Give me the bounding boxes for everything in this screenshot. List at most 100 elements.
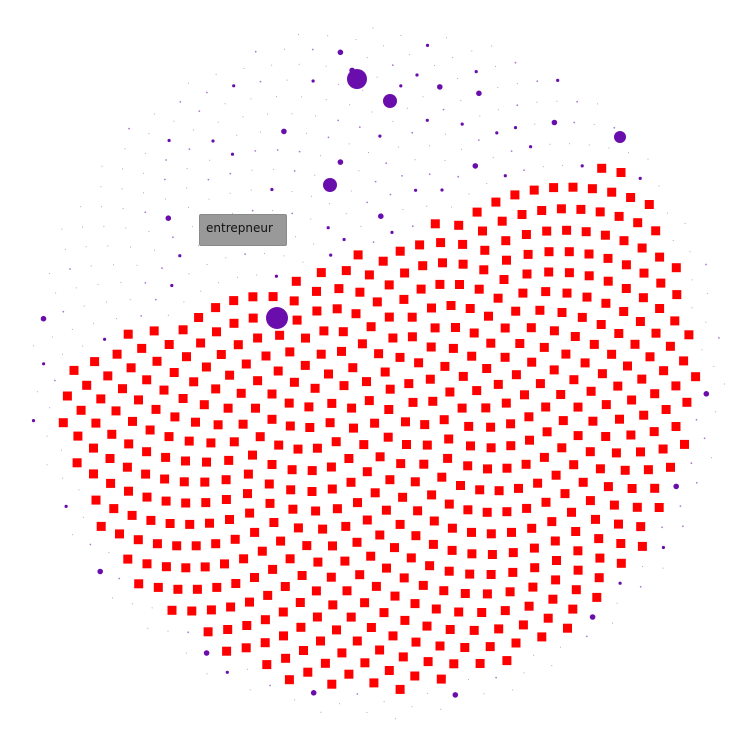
square-mark-1[interactable] (362, 377, 371, 387)
square-mark-529[interactable] (672, 290, 682, 300)
square-mark-325[interactable] (360, 598, 370, 608)
square-mark-433[interactable] (595, 207, 605, 217)
term-dot-28[interactable] (350, 190, 352, 192)
square-mark-15[interactable] (366, 322, 376, 332)
square-mark-336[interactable] (529, 543, 539, 553)
square-mark-44[interactable] (399, 294, 409, 304)
square-mark-139[interactable] (511, 370, 521, 380)
square-mark-475[interactable] (595, 553, 605, 563)
term-dot-317[interactable] (718, 337, 720, 339)
square-mark-286[interactable] (517, 210, 527, 219)
square-mark-517[interactable] (241, 643, 251, 653)
square-mark-32[interactable] (383, 432, 393, 442)
square-mark-123[interactable] (287, 465, 297, 475)
term-dot-194[interactable] (474, 70, 478, 74)
square-mark-249[interactable] (569, 375, 579, 385)
square-mark-222[interactable] (501, 236, 511, 246)
square-mark-99[interactable] (418, 261, 428, 271)
square-mark-528[interactable] (475, 659, 485, 668)
square-mark-346[interactable] (134, 395, 143, 405)
square-mark-192[interactable] (411, 531, 421, 541)
term-dot-259[interactable] (536, 80, 539, 83)
square-mark-132[interactable] (248, 313, 258, 323)
square-mark-478[interactable] (661, 405, 671, 414)
square-mark-331[interactable] (578, 477, 588, 487)
square-mark-208[interactable] (390, 543, 399, 553)
term-dot-186[interactable] (433, 65, 435, 66)
square-mark-232[interactable] (472, 207, 482, 217)
square-mark-453[interactable] (573, 565, 583, 575)
square-mark-290[interactable] (487, 550, 497, 559)
term-dot-289[interactable] (294, 699, 296, 701)
term-dot-115[interactable] (260, 131, 261, 133)
square-mark-91[interactable] (378, 256, 388, 266)
term-dot-111[interactable] (542, 166, 544, 168)
term-dot-284[interactable] (131, 603, 133, 605)
square-mark-162[interactable] (506, 441, 516, 451)
term-dot-92[interactable] (306, 132, 308, 134)
square-mark-299[interactable] (152, 356, 162, 366)
term-dot-27[interactable] (218, 282, 220, 284)
square-mark-468[interactable] (614, 211, 624, 221)
term-dot-228[interactable] (701, 349, 703, 351)
square-mark-489[interactable] (607, 187, 617, 197)
square-mark-259[interactable] (250, 527, 260, 537)
term-dot-204[interactable] (516, 83, 518, 85)
square-mark-284[interactable] (541, 497, 551, 507)
term-dot-286[interactable] (585, 635, 588, 638)
term-dot-257[interactable] (679, 505, 682, 507)
square-mark-368[interactable] (585, 496, 595, 506)
square-mark-306[interactable] (268, 564, 278, 574)
square-mark-16[interactable] (408, 397, 418, 407)
term-dot-51[interactable] (457, 175, 460, 178)
square-mark-479[interactable] (133, 535, 143, 545)
term-dot-154[interactable] (97, 283, 99, 285)
square-mark-279[interactable] (573, 431, 583, 441)
square-mark-98[interactable] (267, 414, 277, 424)
square-mark-343[interactable] (601, 298, 611, 308)
square-mark-472[interactable] (460, 643, 470, 652)
square-mark-149[interactable] (248, 292, 258, 302)
term-dot-19[interactable] (366, 201, 368, 204)
square-mark-4[interactable] (348, 363, 358, 373)
square-mark-497[interactable] (76, 405, 86, 415)
square-mark-364[interactable] (161, 496, 171, 506)
square-mark-333[interactable] (410, 599, 420, 609)
square-mark-422[interactable] (639, 410, 649, 420)
term-dot-161[interactable] (476, 90, 482, 97)
square-mark-206[interactable] (199, 400, 209, 410)
term-dot-302[interactable] (366, 712, 368, 713)
square-mark-190[interactable] (213, 420, 223, 430)
square-mark-458[interactable] (127, 510, 137, 520)
term-dot-281[interactable] (411, 706, 413, 708)
term-dot-114[interactable] (116, 318, 117, 320)
square-mark-181[interactable] (480, 245, 490, 255)
term-dot-79[interactable] (460, 148, 462, 150)
term-dot-133[interactable] (422, 96, 424, 98)
square-mark-415[interactable] (445, 625, 455, 634)
term-dot-89[interactable] (229, 172, 232, 175)
square-mark-241[interactable] (202, 457, 211, 467)
term-dot-200[interactable] (62, 310, 65, 313)
square-mark-312[interactable] (205, 518, 214, 528)
square-mark-268[interactable] (285, 554, 295, 564)
square-mark-546[interactable] (327, 679, 337, 689)
term-dot-67[interactable] (273, 168, 275, 170)
square-mark-169[interactable] (216, 350, 226, 359)
term-dot-173[interactable] (457, 78, 458, 79)
square-mark-148[interactable] (413, 506, 423, 516)
square-mark-431[interactable] (181, 563, 191, 573)
square-mark-12[interactable] (337, 346, 346, 356)
square-mark-379[interactable] (454, 607, 464, 617)
term-dot-42[interactable] (206, 264, 208, 265)
term-dot-120[interactable] (442, 108, 445, 111)
term-dot-248[interactable] (148, 133, 150, 135)
square-mark-524[interactable] (626, 193, 636, 202)
square-mark-393[interactable] (422, 621, 432, 631)
square-mark-137[interactable] (458, 259, 468, 269)
square-mark-209[interactable] (549, 365, 559, 375)
term-dot-222[interactable] (271, 64, 273, 66)
square-mark-473[interactable] (655, 304, 665, 313)
square-mark-211[interactable] (482, 507, 492, 517)
term-dot-105[interactable] (165, 215, 172, 221)
